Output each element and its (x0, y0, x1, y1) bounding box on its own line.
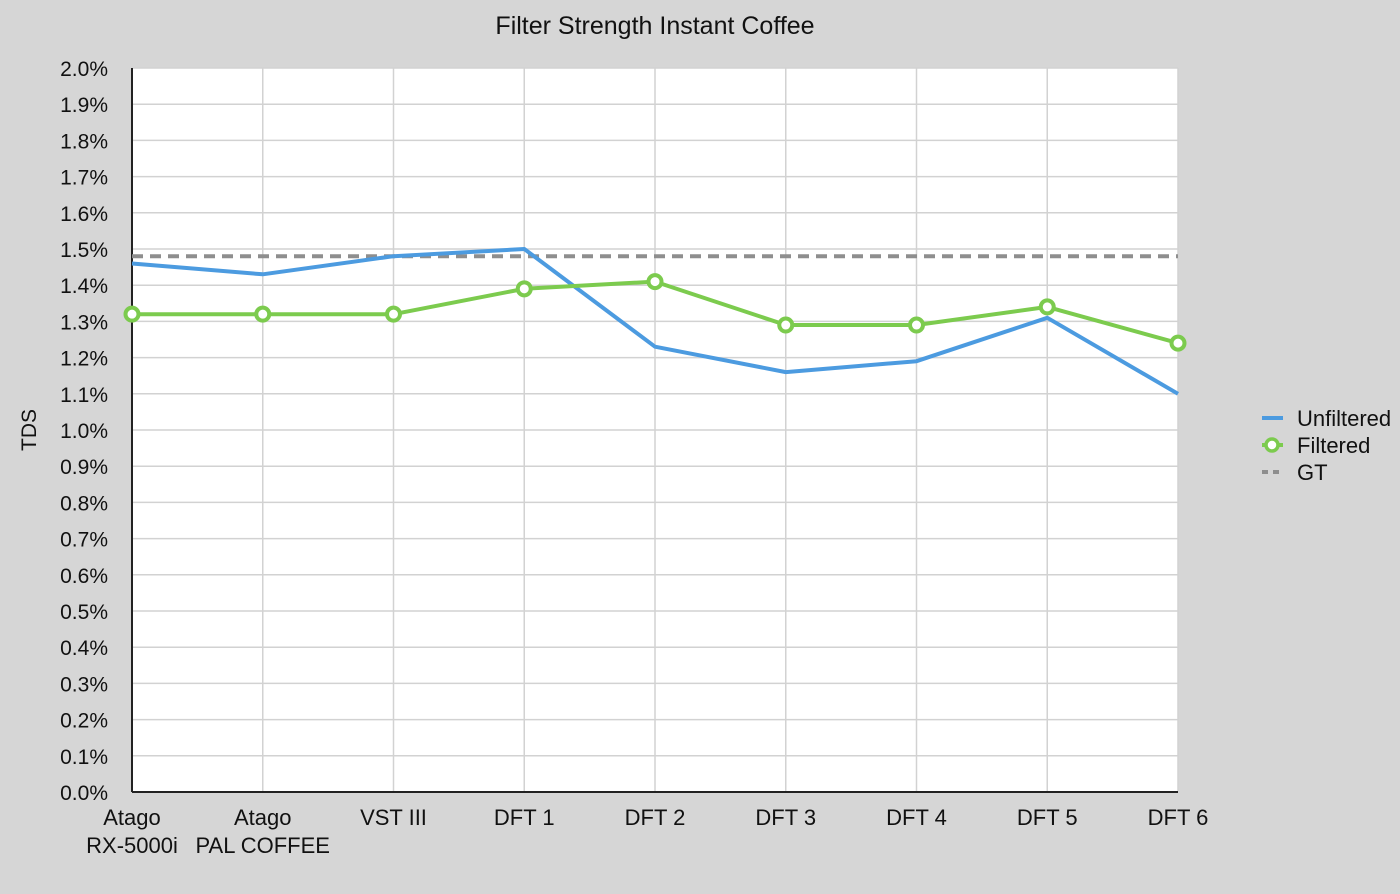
y-tick-label: 1.7% (60, 167, 108, 190)
y-tick-label: 0.6% (60, 565, 108, 588)
legend-label-unfiltered: Unfiltered (1297, 406, 1391, 431)
x-tick-label: DFT 4 (886, 805, 947, 830)
legend-label-gt: GT (1297, 460, 1328, 485)
legend-label-filtered: Filtered (1297, 433, 1370, 458)
data-point-filtered (254, 305, 272, 323)
axis-layer (131, 68, 1178, 793)
data-point-filtered (123, 305, 141, 323)
data-point-filtered (515, 280, 533, 298)
y-tick-label: 2.0% (60, 58, 108, 81)
y-tick-label: 1.9% (60, 94, 108, 117)
x-tick-label: DFT 5 (1017, 805, 1078, 830)
x-tick-label: DFT 6 (1148, 805, 1209, 830)
y-tick-label: 1.5% (60, 239, 108, 262)
series-line-unfiltered (131, 247, 1180, 396)
y-tick-label: 1.3% (60, 311, 108, 334)
data-point-filtered (385, 305, 402, 323)
x-tick-label: RX-5000i (86, 833, 178, 858)
y-tick-label: 0.1% (60, 746, 108, 769)
grid-layer (132, 67, 1179, 792)
y-tick-label: 1.4% (60, 275, 108, 298)
y-tick-label: 0.8% (60, 492, 108, 515)
y-tick-labels: 0.0% 0.1% 0.2% 0.3% 0.4% 0.5% 0.6% 0.7% 0.8% 0.9%… (60, 58, 108, 805)
y-tick-label: 0.4% (60, 637, 108, 660)
x-tick-label: Atago (103, 805, 161, 830)
y-tick-label: 1.6% (60, 203, 108, 226)
y-axis-label: TDS (18, 409, 41, 451)
chart-title: Filter Strength Instant Coffee (495, 12, 814, 40)
series-layer (123, 247, 1187, 396)
y-tick-label: 1.8% (60, 130, 108, 153)
x-tick-label: PAL COFFEE (196, 833, 330, 858)
x-tick-label: VST III (360, 805, 427, 830)
x-tick-label: DFT 2 (625, 805, 686, 830)
x-tick-label: Atago (234, 805, 292, 830)
y-tick-label: 0.2% (60, 710, 108, 733)
x-tick-label: DFT 1 (494, 805, 555, 830)
data-point-filtered (1169, 334, 1187, 352)
y-tick-label: 1.0% (60, 420, 108, 443)
legend-marker-filtered (1264, 437, 1280, 453)
x-tick-labels: Atago RX-5000i Atago PAL COFFEE VST III DFT 1… (86, 805, 1208, 858)
y-tick-label: 0.0% (60, 782, 108, 805)
y-tick-label: 0.5% (60, 601, 108, 624)
y-tick-label: 1.2% (60, 348, 108, 371)
y-tick-label: 0.7% (60, 529, 108, 552)
y-tick-label: 0.3% (60, 673, 108, 696)
data-point-filtered (1038, 298, 1056, 316)
y-tick-label: 0.9% (60, 456, 108, 479)
data-point-filtered (908, 316, 925, 334)
data-point-filtered (646, 273, 664, 291)
y-tick-label: 1.1% (60, 384, 108, 407)
x-tick-label: DFT 3 (755, 805, 816, 830)
data-point-filtered (777, 316, 795, 334)
